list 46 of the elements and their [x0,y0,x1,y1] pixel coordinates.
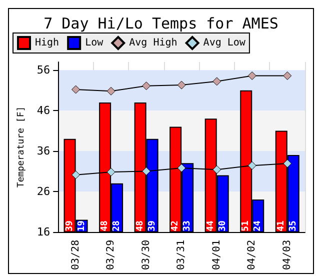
y-tick-label: 46 [36,104,50,118]
y-tick-label: 36 [36,144,50,158]
point [283,159,292,168]
y-tick-label: 26 [36,184,50,198]
data-label: 28 [112,220,122,232]
data-label: 24 [253,220,264,232]
point [283,72,292,80]
data-label: 51 [241,220,252,232]
x-tick-label: 04/01 [211,240,222,270]
point [177,164,186,172]
x-tick-label: 03/31 [176,240,188,270]
y-tick-label: 16 [36,225,50,238]
point [106,86,116,96]
data-label: 39 [64,220,75,232]
x-tick-label: 03/29 [106,240,117,270]
data-label: 19 [76,220,87,232]
x-tick-label: 03/30 [140,240,152,270]
data-label: 39 [147,220,158,232]
data-label: 30 [218,220,228,232]
point [72,170,80,180]
data-label: 35 [288,220,298,232]
x-tick-label: 04/02 [246,240,258,270]
legend-label: Avg High [129,38,178,48]
point [177,80,186,90]
point [212,165,222,174]
data-label: 33 [182,220,193,232]
point [72,85,80,94]
data-label: 48 [100,220,110,232]
x-tick-label: 04/03 [282,240,293,270]
data-label: 48 [135,220,146,232]
point [142,82,151,90]
data-label: 44 [206,220,216,232]
data-label: 41 [276,220,286,232]
point [212,77,222,86]
point [106,168,116,176]
chart-title: 7 Day Hi/Lo Temps for AMES [44,14,278,32]
point [142,166,151,176]
x-tick-label: 03/28 [70,240,82,270]
data-label: 42 [170,220,181,232]
y-tick-label: 56 [36,64,50,77]
legend-label: Low [85,38,104,48]
y-axis-title: Temperature [F] [16,106,26,188]
point [248,72,256,80]
legend-label: Avg Low [203,38,246,48]
legend-label: High [35,38,60,48]
point [248,161,256,170]
